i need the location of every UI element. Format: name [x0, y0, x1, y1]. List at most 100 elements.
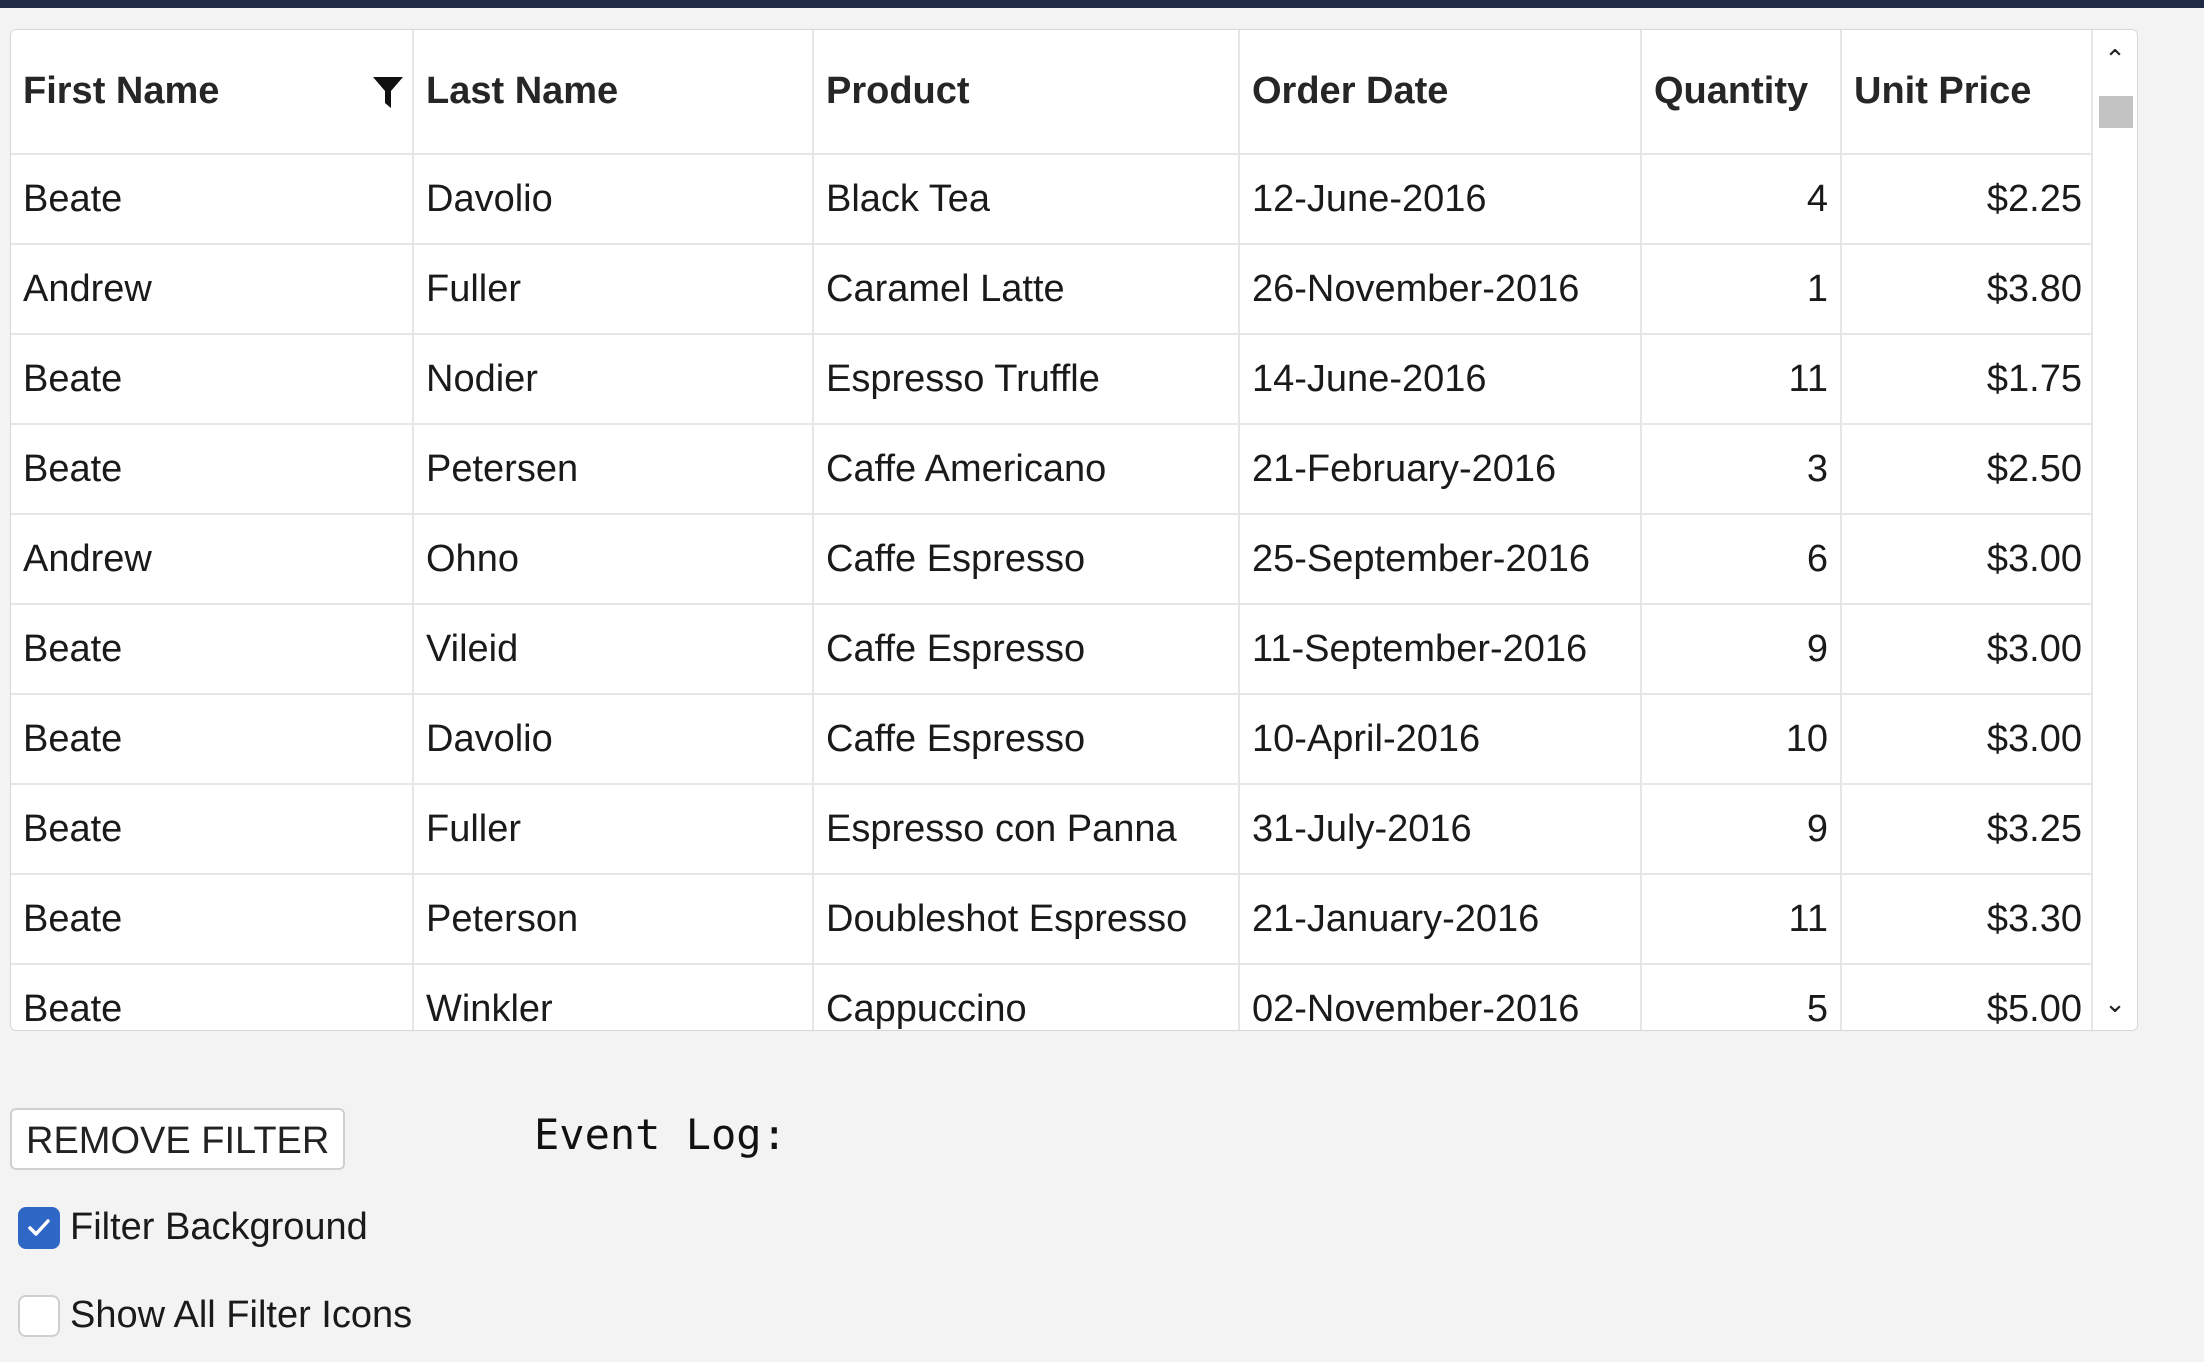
show-all-filter-icons-label: Show All Filter Icons: [70, 1294, 413, 1336]
column-header-order-date[interactable]: Order Date: [1239, 30, 1642, 155]
column-header-label: Order Date: [1252, 70, 1449, 112]
cell-unit-price[interactable]: $3.00: [1841, 694, 2096, 785]
table-row[interactable]: Beate Petersen Caffe Americano 21-Februa…: [11, 424, 2096, 515]
cell-product[interactable]: Caffe Espresso: [813, 694, 1240, 785]
table-row[interactable]: Beate Davolio Caffe Espresso 10-April-20…: [11, 694, 2096, 785]
table-row[interactable]: Beate Peterson Doubleshot Espresso 21-Ja…: [11, 874, 2096, 965]
column-header-first-name[interactable]: First Name: [11, 30, 414, 155]
cell-order-date[interactable]: 10-April-2016: [1239, 694, 1642, 785]
cell-product[interactable]: Espresso Truffle: [813, 334, 1240, 425]
cell-last-name[interactable]: Nodier: [413, 334, 814, 425]
cell-first-name[interactable]: Beate: [11, 874, 414, 965]
cell-quantity[interactable]: 4: [1641, 154, 1842, 245]
table-row[interactable]: Beate Winkler Cappuccino 02-November-201…: [11, 964, 2096, 1030]
filter-background-option[interactable]: Filter Background: [18, 1206, 368, 1249]
cell-order-date[interactable]: 21-February-2016: [1239, 424, 1642, 515]
remove-filter-button[interactable]: REMOVE FILTER: [10, 1108, 346, 1170]
column-header-label: Quantity: [1654, 70, 1809, 112]
cell-last-name[interactable]: Petersen: [413, 424, 814, 515]
cell-product[interactable]: Caramel Latte: [813, 244, 1240, 335]
column-header-quantity[interactable]: Quantity: [1641, 30, 1842, 155]
cell-last-name[interactable]: Fuller: [413, 244, 814, 335]
cell-order-date[interactable]: 12-June-2016: [1239, 154, 1642, 245]
cell-unit-price[interactable]: $3.80: [1841, 244, 2096, 335]
cell-quantity[interactable]: 10: [1641, 694, 1842, 785]
header-row: First Name Last Name Product Order Date …: [11, 30, 2096, 155]
event-log-label: Event Log:: [534, 1110, 787, 1159]
cell-last-name[interactable]: Winkler: [413, 964, 814, 1030]
cell-unit-price[interactable]: $1.75: [1841, 334, 2096, 425]
cell-first-name[interactable]: Andrew: [11, 244, 414, 335]
cell-order-date[interactable]: 14-June-2016: [1239, 334, 1642, 425]
table-row[interactable]: Beate Fuller Espresso con Panna 31-July-…: [11, 784, 2096, 875]
cell-last-name[interactable]: Davolio: [413, 694, 814, 785]
column-header-unit-price[interactable]: Unit Price: [1841, 30, 2096, 155]
cell-first-name[interactable]: Beate: [11, 154, 414, 245]
column-header-last-name[interactable]: Last Name: [413, 30, 814, 155]
cell-first-name[interactable]: Beate: [11, 424, 414, 515]
chevron-down-icon[interactable]: ⌄: [2104, 989, 2126, 1019]
cell-product[interactable]: Caffe Americano: [813, 424, 1240, 515]
chevron-up-icon[interactable]: ⌃: [2104, 45, 2126, 75]
checkmark-icon: [28, 1218, 50, 1236]
cell-order-date[interactable]: 25-September-2016: [1239, 514, 1642, 605]
cell-product[interactable]: Caffe Espresso: [813, 604, 1240, 695]
cell-order-date[interactable]: 31-July-2016: [1239, 784, 1642, 875]
cell-last-name[interactable]: Peterson: [413, 874, 814, 965]
table-row[interactable]: Andrew Ohno Caffe Espresso 25-September-…: [11, 514, 2096, 605]
cell-order-date[interactable]: 02-November-2016: [1239, 964, 1642, 1030]
cell-quantity[interactable]: 3: [1641, 424, 1842, 515]
show-all-filter-icons-option[interactable]: Show All Filter Icons: [18, 1294, 412, 1337]
cell-quantity[interactable]: 9: [1641, 604, 1842, 695]
cell-product[interactable]: Black Tea: [813, 154, 1240, 245]
cell-product[interactable]: Caffe Espresso: [813, 514, 1240, 605]
column-header-label: Product: [826, 70, 970, 112]
cell-first-name[interactable]: Beate: [11, 784, 414, 875]
cell-first-name[interactable]: Beate: [11, 964, 414, 1030]
cell-order-date[interactable]: 21-January-2016: [1239, 874, 1642, 965]
cell-unit-price[interactable]: $3.00: [1841, 514, 2096, 605]
show-all-filter-icons-checkbox[interactable]: [18, 1294, 60, 1337]
grid-table: First Name Last Name Product Order Date …: [11, 30, 2096, 1030]
cell-unit-price[interactable]: $2.25: [1841, 154, 2096, 245]
cell-unit-price[interactable]: $5.00: [1841, 964, 2096, 1030]
table-row[interactable]: Beate Nodier Espresso Truffle 14-June-20…: [11, 334, 2096, 425]
cell-quantity[interactable]: 11: [1641, 874, 1842, 965]
funnel-icon[interactable]: [372, 76, 404, 110]
cell-product[interactable]: Cappuccino: [813, 964, 1240, 1030]
cell-first-name[interactable]: Beate: [11, 334, 414, 425]
cell-product[interactable]: Espresso con Panna: [813, 784, 1240, 875]
cell-quantity[interactable]: 11: [1641, 334, 1842, 425]
cell-last-name[interactable]: Fuller: [413, 784, 814, 875]
table-row[interactable]: Beate Davolio Black Tea 12-June-2016 4 $…: [11, 154, 2096, 245]
cell-first-name[interactable]: Andrew: [11, 514, 414, 605]
cell-product[interactable]: Doubleshot Espresso: [813, 874, 1240, 965]
cell-unit-price[interactable]: $3.00: [1841, 604, 2096, 695]
cell-last-name[interactable]: Vileid: [413, 604, 814, 695]
column-header-label: Last Name: [426, 70, 619, 112]
cell-quantity[interactable]: 6: [1641, 514, 1842, 605]
cell-first-name[interactable]: Beate: [11, 604, 414, 695]
cell-quantity[interactable]: 9: [1641, 784, 1842, 875]
cell-last-name[interactable]: Davolio: [413, 154, 814, 245]
column-header-label: First Name: [23, 70, 220, 112]
cell-unit-price[interactable]: $2.50: [1841, 424, 2096, 515]
filter-background-label: Filter Background: [70, 1206, 368, 1248]
top-bar: [0, 0, 2204, 8]
cell-quantity[interactable]: 1: [1641, 244, 1842, 335]
table-row[interactable]: Andrew Fuller Caramel Latte 26-November-…: [11, 244, 2096, 335]
filter-background-checkbox[interactable]: [18, 1206, 60, 1249]
cell-unit-price[interactable]: $3.30: [1841, 874, 2096, 965]
column-header-product[interactable]: Product: [813, 30, 1240, 155]
cell-order-date[interactable]: 11-September-2016: [1239, 604, 1642, 695]
vertical-scrollbar[interactable]: ⌃ ⌄: [2091, 30, 2137, 1030]
cell-first-name[interactable]: Beate: [11, 694, 414, 785]
cell-order-date[interactable]: 26-November-2016: [1239, 244, 1642, 335]
cell-last-name[interactable]: Ohno: [413, 514, 814, 605]
data-grid[interactable]: First Name Last Name Product Order Date …: [10, 29, 2138, 1031]
cell-unit-price[interactable]: $3.25: [1841, 784, 2096, 875]
column-header-label: Unit Price: [1854, 70, 2032, 112]
cell-quantity[interactable]: 5: [1641, 964, 1842, 1030]
scroll-thumb[interactable]: [2099, 96, 2133, 128]
table-row[interactable]: Beate Vileid Caffe Espresso 11-September…: [11, 604, 2096, 695]
